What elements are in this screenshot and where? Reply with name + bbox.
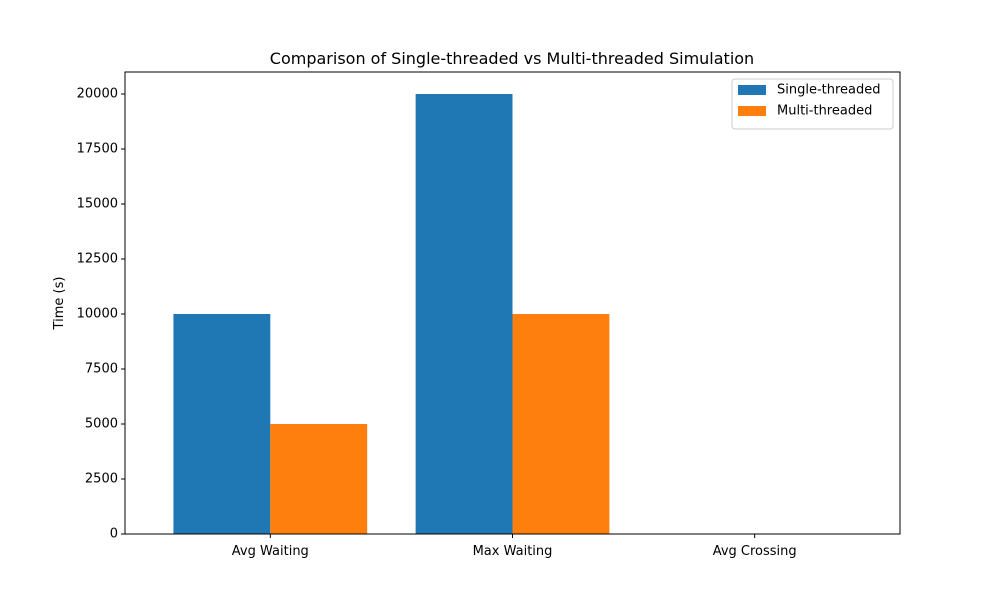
plot-frame — [124, 71, 901, 535]
chart-title: Comparison of Single-threaded vs Multi-t… — [270, 49, 754, 68]
legend: Single-threaded Multi-threaded — [731, 78, 894, 130]
bar-multi-threaded-1 — [512, 314, 610, 534]
legend-label: Multi-threaded — [777, 104, 872, 119]
legend-swatch — [738, 85, 766, 95]
x-tick-label: Avg Crossing — [713, 544, 797, 559]
y-tick-label: 0 — [110, 527, 118, 542]
legend-frame — [731, 78, 894, 130]
bars-group — [173, 94, 610, 534]
y-tick-label: 5000 — [85, 417, 118, 432]
y-tick-label: 2500 — [85, 472, 118, 487]
y-tick-label: 15000 — [77, 197, 118, 212]
x-tick-label: Avg Waiting — [232, 544, 309, 559]
bar-single-threaded-0 — [173, 314, 271, 534]
legend-label: Single-threaded — [777, 83, 881, 98]
bar-single-threaded-1 — [415, 94, 513, 534]
bar-multi-threaded-0 — [270, 424, 368, 534]
y-tick-label: 10000 — [77, 307, 118, 322]
y-axis-label: Time (s) — [52, 277, 67, 331]
y-tick-label: 12500 — [77, 252, 118, 267]
legend-swatch — [738, 106, 766, 116]
y-tick-label: 7500 — [85, 362, 118, 377]
x-ticks-group: Avg Waiting Max Waiting Avg Crossing — [232, 534, 797, 559]
y-tick-label: 20000 — [77, 87, 118, 102]
y-tick-label: 17500 — [77, 142, 118, 157]
y-ticks-group: 0 2500 5000 7500 10000 12500 15000 17500 20000 — [77, 87, 125, 542]
x-tick-label: Max Waiting — [473, 544, 553, 559]
